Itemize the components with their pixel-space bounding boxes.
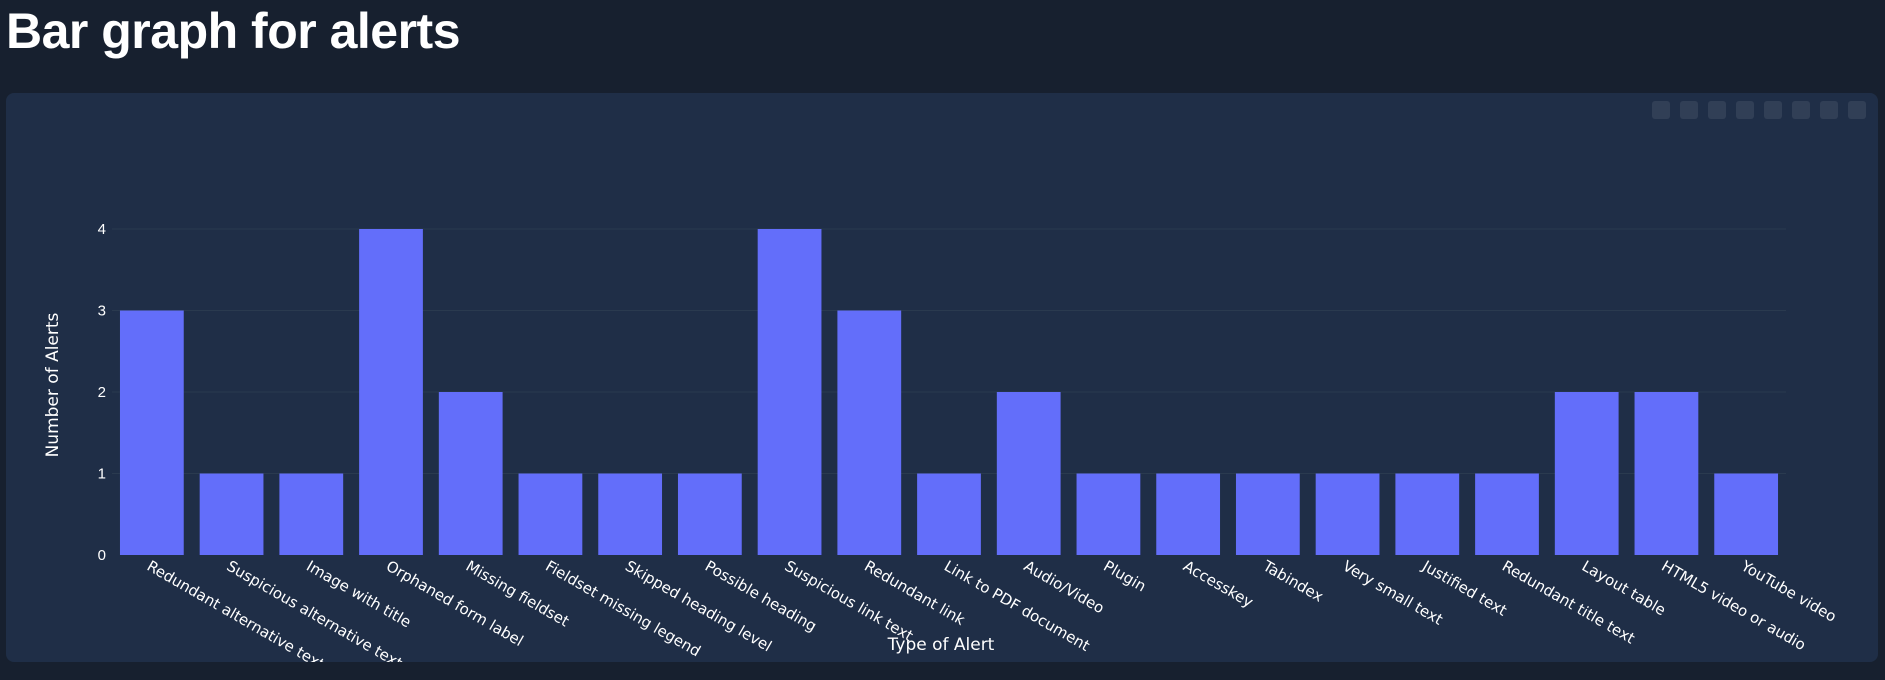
bar[interactable] (1475, 473, 1539, 556)
y-tick-label: 2 (98, 384, 106, 401)
bar[interactable] (1395, 473, 1460, 556)
bar[interactable] (996, 392, 1061, 555)
bar[interactable] (837, 310, 902, 556)
y-tick-label: 1 (98, 466, 106, 483)
x-tick-label: Accesskey (1180, 557, 1256, 611)
pan-icon[interactable] (1652, 101, 1670, 119)
y-tick-label: 3 (98, 303, 106, 320)
x-tick-label: Orphaned form label (383, 557, 526, 650)
x-tick-label: HTML5 video or audio (1658, 557, 1809, 654)
bar[interactable] (1076, 473, 1141, 556)
bar[interactable] (598, 473, 663, 556)
y-axis-title: Number of Alerts (43, 312, 63, 457)
x-tick-label: Redundant title text (1499, 557, 1638, 648)
bar[interactable] (438, 392, 503, 555)
zoom-out-icon[interactable] (1764, 101, 1782, 119)
bar[interactable] (1235, 473, 1300, 556)
y-tick-label: 0 (98, 547, 106, 564)
zoom-in-icon[interactable] (1736, 101, 1754, 119)
y-axis-ticks: 0 1 2 3 4 (98, 221, 106, 564)
bar[interactable] (677, 473, 742, 556)
x-axis-title: Type of Alert (887, 635, 995, 655)
bar[interactable] (359, 229, 423, 555)
bar[interactable] (1634, 392, 1699, 555)
bar[interactable] (518, 473, 583, 556)
bar[interactable] (279, 473, 344, 556)
bar[interactable] (1554, 392, 1619, 555)
page-title: Bar graph for alerts (6, 3, 461, 59)
lasso-icon[interactable] (1708, 101, 1726, 119)
x-tick-label: Suspicious link text (782, 557, 917, 645)
bar[interactable] (917, 473, 981, 556)
bar[interactable] (757, 229, 822, 555)
y-tick-label: 4 (98, 221, 106, 238)
box-select-icon[interactable] (1680, 101, 1698, 119)
plotly-logo-icon[interactable] (1848, 101, 1866, 119)
reset-axes-icon[interactable] (1820, 101, 1838, 119)
x-tick-label: Tabindex (1259, 556, 1327, 605)
modebar[interactable] (1624, 101, 1866, 119)
bar[interactable] (119, 310, 184, 556)
autoscale-icon[interactable] (1792, 101, 1810, 119)
x-tick-label: Plugin (1100, 557, 1149, 596)
bar[interactable] (1156, 473, 1221, 556)
bar[interactable] (1714, 473, 1779, 556)
bar[interactable] (199, 473, 264, 556)
bar[interactable] (1315, 473, 1380, 556)
bars (119, 229, 1779, 556)
